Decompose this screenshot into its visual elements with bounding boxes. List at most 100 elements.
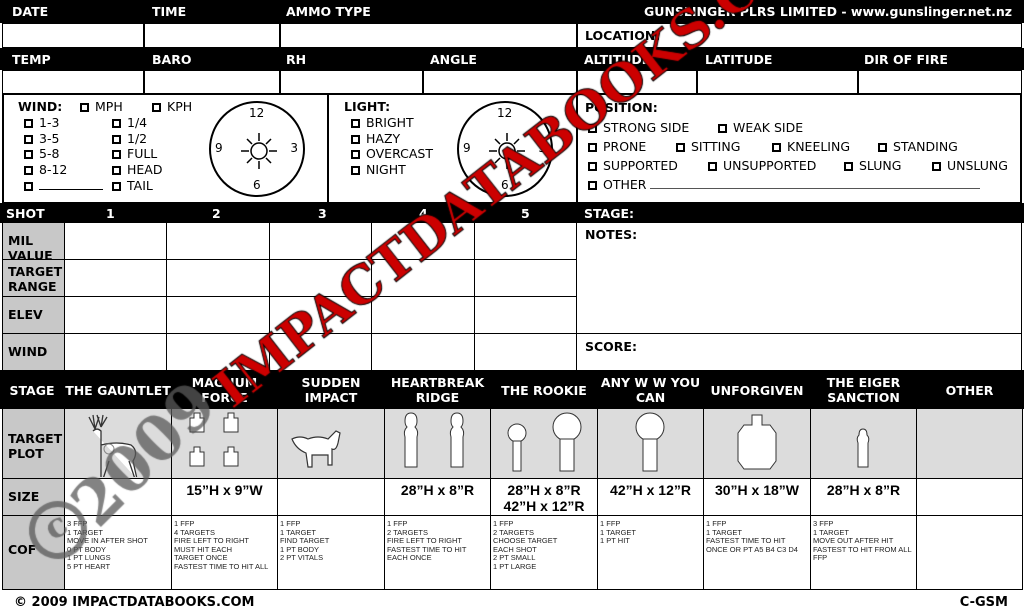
dir-of-fire-field[interactable] <box>858 70 1022 94</box>
position-sitting[interactable]: SITTING <box>676 139 740 154</box>
shot-cell[interactable] <box>269 222 372 260</box>
footer-code: C-GSM <box>959 595 1008 610</box>
shot-cell[interactable] <box>64 222 167 260</box>
small-figure-target-icon <box>856 428 870 468</box>
light-overcast[interactable]: OVERCAST <box>351 146 433 161</box>
shot-cell[interactable] <box>166 333 270 371</box>
wind-unit-mph[interactable]: MPH <box>80 99 123 114</box>
shot-cell[interactable] <box>166 296 270 334</box>
two-figures-target-icon <box>403 412 465 468</box>
position-other[interactable]: OTHER <box>588 177 981 192</box>
latitude-field[interactable] <box>697 70 858 94</box>
wind-value-half[interactable]: 1/2 <box>112 131 147 146</box>
target-size: 28”H x 8”R 42”H x 12”R <box>490 478 598 516</box>
location-field[interactable]: LOCATION: <box>577 23 1022 48</box>
light-bright[interactable]: BRIGHT <box>351 115 414 130</box>
angle-field[interactable] <box>423 70 577 94</box>
light-label: LIGHT: <box>344 99 391 114</box>
shot-cell[interactable] <box>371 259 475 297</box>
altitude-label: ALTITUDE <box>584 52 651 67</box>
shot-cell[interactable] <box>371 333 475 371</box>
course-of-fire: 1 FFP 4 TARGETS FIRE LEFT TO RIGHT MUST … <box>171 515 278 590</box>
shot-cell[interactable] <box>474 259 578 297</box>
position-slung[interactable]: SLUNG <box>844 158 901 173</box>
target-size <box>64 478 172 516</box>
wind-value-tail[interactable]: TAIL <box>112 178 153 193</box>
shot-cell[interactable] <box>474 296 578 334</box>
shot-column-5: 5 <box>521 206 530 221</box>
position-weak-side[interactable]: WEAK SIDE <box>718 120 803 135</box>
wind-value-quarter[interactable]: 1/4 <box>112 115 147 130</box>
notes-field[interactable]: NOTES: <box>576 222 1022 334</box>
stage-bar: STAGE: <box>576 203 1024 223</box>
position-unsupported[interactable]: UNSUPPORTED <box>708 158 816 173</box>
shot-cell[interactable] <box>371 222 475 260</box>
rh-field[interactable] <box>280 70 423 94</box>
light-hazy[interactable]: HAZY <box>351 131 400 146</box>
shot-cell[interactable] <box>64 296 167 334</box>
wind-speed-5-8[interactable]: 5-8 <box>24 146 59 161</box>
wind-clock-dial[interactable]: 12 3 6 9 <box>209 101 305 197</box>
stage-label: STAGE: <box>584 206 635 221</box>
ammo-type-field[interactable] <box>280 23 577 48</box>
temp-field[interactable] <box>2 70 144 94</box>
score-label: SCORE: <box>585 339 637 354</box>
target-plot-cell <box>810 408 917 479</box>
stage-name: MAGNUM FORCE <box>191 375 258 405</box>
wind-speed-other[interactable] <box>24 178 103 193</box>
shot-cell[interactable] <box>371 296 475 334</box>
baro-field[interactable] <box>144 70 280 94</box>
time-label: TIME <box>152 4 187 19</box>
date-field[interactable] <box>2 23 144 48</box>
altitude-field[interactable] <box>577 70 697 94</box>
shot-row-label: WIND <box>2 333 65 371</box>
wind-unit-kph[interactable]: KPH <box>152 99 192 114</box>
shot-cell[interactable] <box>474 333 578 371</box>
shot-cell[interactable] <box>64 333 167 371</box>
course-of-fire: 1 FFP 2 TARGETS CHOOSE TARGET EACH SHOT … <box>490 515 598 590</box>
paddle-target-icon <box>635 412 665 472</box>
wind-speed-1-3[interactable]: 1-3 <box>24 115 59 130</box>
light-night[interactable]: NIGHT <box>351 162 406 177</box>
shot-column-3: 3 <box>318 206 327 221</box>
position-unslung[interactable]: UNSLUNG <box>932 158 1008 173</box>
shot-cell[interactable] <box>269 333 372 371</box>
wind-label: WIND: <box>18 99 63 114</box>
company-label: GUNSLINGER PLRS LIMITED - www.gunslinger… <box>644 4 1012 19</box>
stage-name: HEARTBREAK RIDGE <box>390 375 485 405</box>
wind-section: WIND: MPH KPH 1-3 3-5 5-8 8-12 1/4 1/2 F… <box>2 93 329 204</box>
wind-value-head[interactable]: HEAD <box>112 162 162 177</box>
position-prone[interactable]: PRONE <box>588 139 646 154</box>
angle-label: ANGLE <box>430 52 477 67</box>
conditions-bar: TEMP BARO RH ANGLE ALTITUDE LATITUDE DIR… <box>0 48 1024 70</box>
two-paddles-target-icon <box>507 412 582 472</box>
time-field[interactable] <box>144 23 280 48</box>
position-strong-side[interactable]: STRONG SIDE <box>588 120 689 135</box>
wind-speed-8-12[interactable]: 8-12 <box>24 162 67 177</box>
score-field[interactable]: SCORE: <box>576 333 1022 371</box>
shot-cell[interactable] <box>166 259 270 297</box>
position-supported[interactable]: SUPPORTED <box>588 158 678 173</box>
position-kneeling[interactable]: KNEELING <box>772 139 850 154</box>
shot-cell[interactable] <box>64 259 167 297</box>
course-of-fire: 3 FFP 1 TARGET MOVE OUT AFTER HIT FASTES… <box>810 515 917 590</box>
deer-target-icon <box>88 414 138 480</box>
stage-name: OTHER <box>945 382 994 398</box>
shot-cell[interactable] <box>474 222 578 260</box>
wind-speed-3-5[interactable]: 3-5 <box>24 131 59 146</box>
shot-cell[interactable] <box>269 296 372 334</box>
position-standing[interactable]: STANDING <box>878 139 958 154</box>
target-plot-cell <box>277 408 385 479</box>
target-plot-label: TARGET PLOT <box>2 408 65 479</box>
light-clock-dial[interactable]: 12 3 6 9 <box>457 101 553 197</box>
stage-name: THE EIGER SANCTION <box>826 375 901 405</box>
latitude-label: LATITUDE <box>705 52 773 67</box>
target-plot-cell <box>703 408 811 479</box>
wolf-target-icon <box>291 430 341 468</box>
target-size <box>277 478 385 516</box>
target-size: 30”H x 18”W <box>703 478 811 516</box>
shot-cell[interactable] <box>166 222 270 260</box>
cof-label: COF <box>2 515 65 590</box>
wind-value-full[interactable]: FULL <box>112 146 157 161</box>
shot-cell[interactable] <box>269 259 372 297</box>
